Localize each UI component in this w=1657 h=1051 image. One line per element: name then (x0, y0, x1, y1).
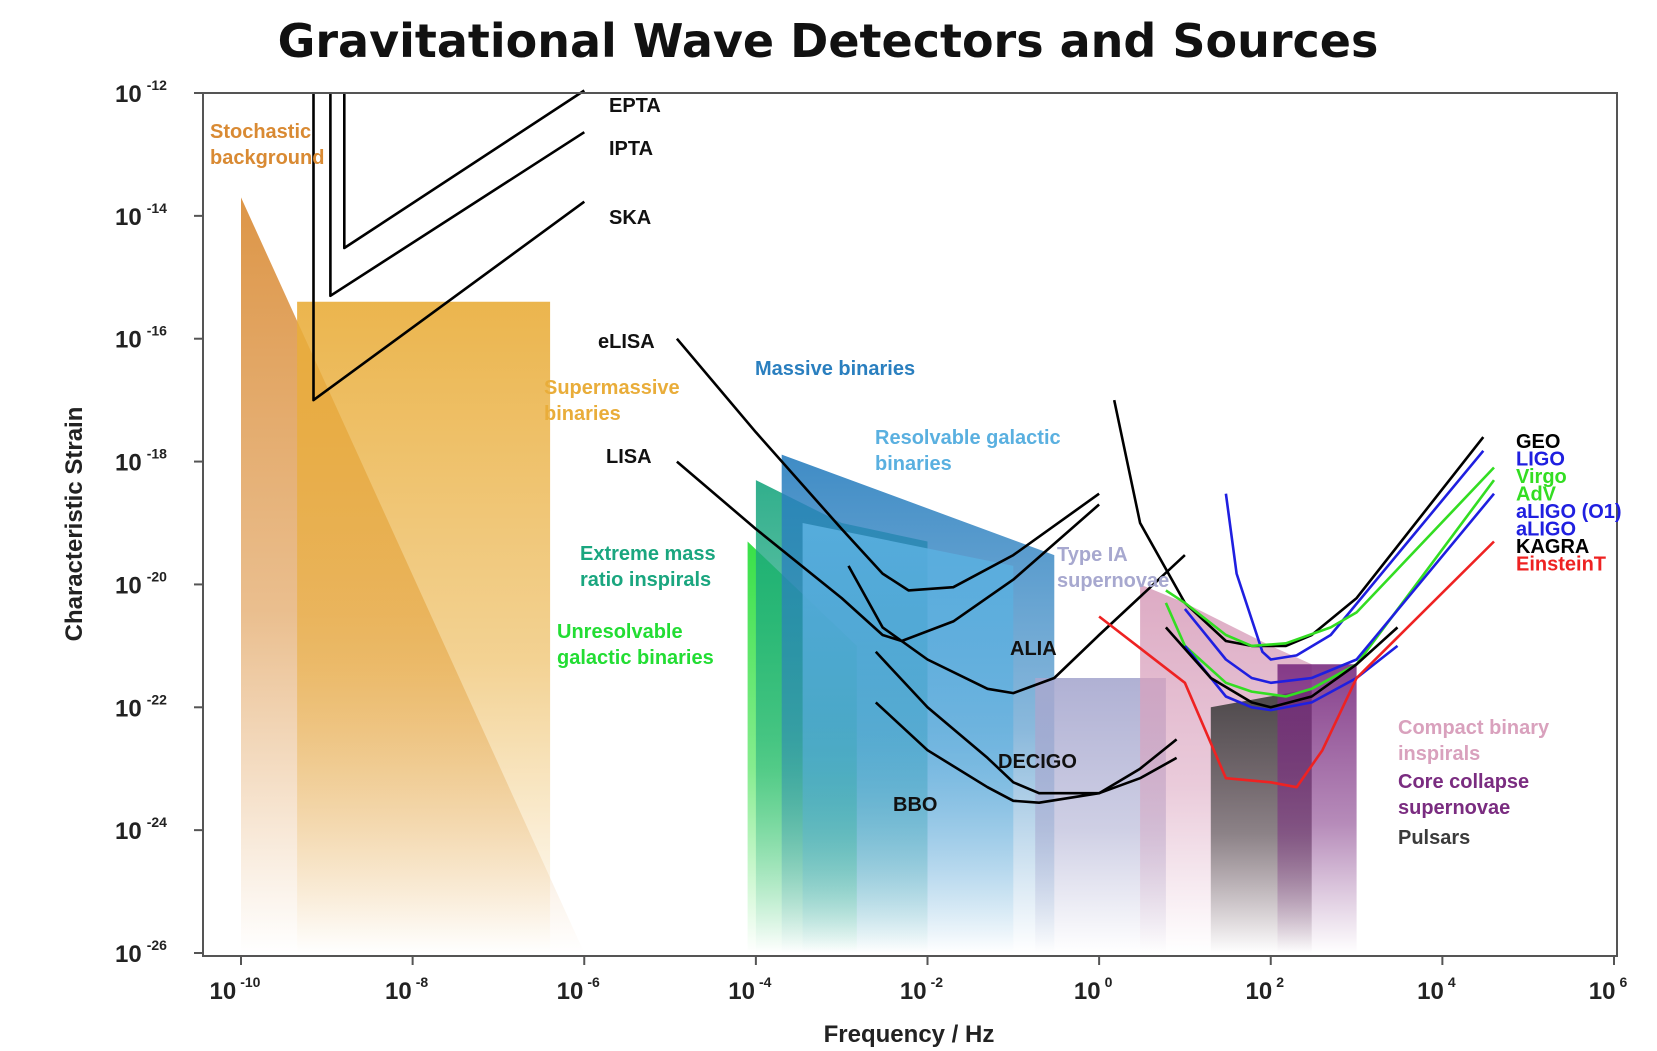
curve-ska (312, 93, 586, 402)
x-tick-label: 10 -8 (385, 974, 428, 1005)
legend-entry-geo: GEO (1516, 431, 1560, 453)
legend-entry-kagra: KAGRA (1516, 536, 1589, 558)
y-tick-label: 10 -20 (115, 568, 167, 599)
x-tick-label: 10 2 (1246, 974, 1285, 1005)
label-core-collapse-supernovae: Core collapse supernovae (1398, 771, 1529, 819)
x-tick-label: 10 -10 (210, 974, 261, 1005)
label-bbo: BBO (893, 794, 937, 816)
curve-kagra (1164, 626, 1399, 709)
y-tick-label: 10 -14 (115, 200, 167, 231)
x-tick-label: 10 0 (1074, 974, 1113, 1005)
curve-epta (342, 89, 586, 250)
label-alia: ALIA (1010, 638, 1057, 660)
area-supermassive-binaries (297, 301, 551, 953)
x-tick-label: 10 6 (1589, 974, 1628, 1005)
y-tick-label: 10 -22 (115, 691, 167, 722)
label-stochastic-background: Stochastic background (210, 121, 324, 169)
label-extreme-mass-ratio-inspirals: Extreme mass ratio inspirals (580, 543, 716, 591)
label-compact-binary-inspirals: Compact binary inspirals (1398, 717, 1550, 765)
label-epta: EPTA (609, 95, 661, 117)
curve-virgo (1165, 466, 1495, 648)
y-tick-label: 10 -18 (115, 446, 167, 477)
label-resolvable-galactic-binaries: Resolvable galactic binaries (875, 427, 1061, 475)
chart-title: Gravitational Wave Detectors and Sources (278, 14, 1379, 68)
area-core-collapse-supernovae (1277, 664, 1357, 953)
label-unresolvable-galactic-binaries: Unresolvable galactic binaries (557, 621, 714, 669)
label-supermassive-binaries: Supermassive binaries (544, 377, 680, 425)
curve-lisa (676, 460, 1100, 643)
legend-entry-aligo-o1: aLIGO (O1) (1516, 501, 1622, 523)
y-tick-label: 10 -26 (115, 937, 167, 968)
curve-ipta (329, 93, 586, 298)
label-pulsars: Pulsars (1398, 827, 1470, 849)
x-tick-label: 10 -2 (900, 974, 943, 1005)
x-axis-ticks: 10 -10 10 -8 10 -6 10 -4 10 -2 10 0 10 2 10 4 10 6 (210, 956, 1628, 1005)
y-tick-label: 10 -16 (115, 323, 167, 354)
curve-bbo (874, 701, 1178, 805)
legend-entry-aligo: aLIGO (1516, 519, 1576, 541)
source-areas (241, 197, 1357, 953)
x-axis-label: Frequency / Hz (824, 1021, 995, 1048)
label-decigo: DECIGO (998, 751, 1077, 773)
label-massive-binaries: Massive binaries (755, 358, 915, 380)
y-axis-ticks: 10-12 10-14 10-16 10-18 10-20 10-22 10-24 10-26 (115, 77, 203, 968)
label-ipta: IPTA (609, 138, 653, 160)
curve-alia (847, 554, 1186, 695)
legend-entry-ligo: LIGO (1516, 449, 1565, 471)
detector-curves (312, 89, 1496, 805)
legend-entry-einsteint: EinsteinT (1516, 554, 1606, 576)
label-lisa: LISA (606, 446, 652, 468)
area-type-ia-supernovae (1035, 678, 1166, 953)
area-resolvable-galactic-binaries (802, 523, 1014, 953)
label-ska: SKA (609, 207, 651, 229)
curve-ligo (1224, 449, 1485, 661)
y-tick-label: 10 -12 (115, 77, 167, 108)
curve-decigo (874, 650, 1178, 795)
annotations: Stochastic background Supermassive binaries… (210, 95, 1550, 849)
curve-elisa (675, 337, 1100, 592)
x-tick-label: 10 -4 (728, 974, 771, 1005)
x-tick-label: 10 4 (1417, 974, 1456, 1005)
label-elisa: eLISA (598, 331, 655, 353)
legend-entry-adv: AdV (1516, 484, 1557, 506)
x-tick-label: 10 -6 (557, 974, 600, 1005)
y-axis-label: Characteristic Strain (61, 407, 88, 642)
curve-aligo-o1 (1183, 492, 1496, 685)
plot-frame (202, 92, 1618, 957)
label-type-ia-supernovae: Type IA supernovae (1057, 544, 1169, 592)
legend-entry-virgo: Virgo (1516, 466, 1567, 488)
curve-einsteint (1098, 540, 1495, 789)
y-tick-label: 10 -24 (115, 814, 167, 845)
